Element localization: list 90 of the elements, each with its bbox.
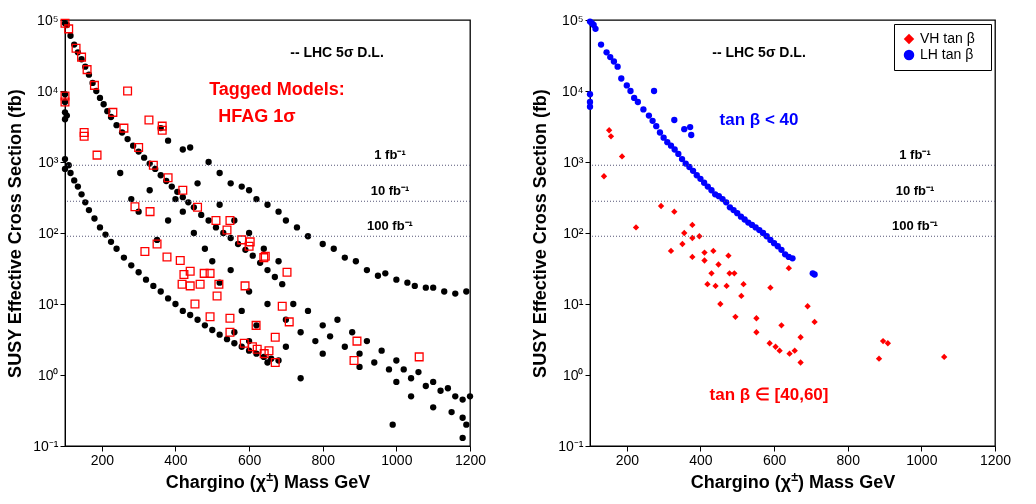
point <box>632 224 640 231</box>
ref-line-label: 100 fb⁻¹ <box>892 218 938 234</box>
x-tick-label: 800 <box>836 451 861 468</box>
y-tick-label: 10⁰ <box>37 366 59 383</box>
point <box>704 281 711 288</box>
point <box>657 202 665 210</box>
annotation: -- LHC 5σ D.L. <box>712 44 806 60</box>
annotation: tan β < 40 <box>719 110 799 129</box>
point <box>671 208 678 215</box>
x-axis-title: Chargino (χ$^{±}$) Mass GeV <box>690 469 896 492</box>
x-tick-label: 1200 <box>979 451 1012 468</box>
x-tick-label: 200 <box>615 451 640 468</box>
y-tick-label: 10⁵ <box>562 11 584 28</box>
legend-label: VH tan β <box>920 30 975 46</box>
y-tick-label: 10¹ <box>563 295 584 312</box>
point <box>811 318 818 326</box>
ref-line-label: 10 fb⁻¹ <box>370 183 410 199</box>
annotation: tan β ∈ [40,60] <box>709 385 829 404</box>
point <box>696 233 703 240</box>
x-axis-title: Chargino (χ$^{±}$) Mass GeV <box>165 469 371 492</box>
point <box>797 359 804 366</box>
point <box>681 229 688 237</box>
y-tick-label: 10³ <box>38 153 59 170</box>
ref-line-label: 100 fb⁻¹ <box>367 218 413 234</box>
y-tick-label: 10⁰ <box>562 366 584 383</box>
legend-label: LH tan β <box>920 46 974 62</box>
point <box>726 270 733 277</box>
point <box>712 282 719 290</box>
x-tick-label: 600 <box>237 451 262 468</box>
point <box>875 355 883 362</box>
y-tick-label: 10⁻¹ <box>558 437 584 454</box>
point <box>701 249 708 256</box>
y-tick-label: 10⁵ <box>37 11 59 28</box>
y-tick-label: 10² <box>38 224 59 241</box>
x-tick-label: 600 <box>762 451 787 468</box>
x-tick-label: 800 <box>311 451 336 468</box>
point <box>766 340 773 347</box>
point <box>753 329 760 336</box>
annotation: -- LHC 5σ D.L. <box>290 44 384 60</box>
y-tick-label: 10² <box>563 224 584 241</box>
point <box>791 347 798 354</box>
y-tick-label: 10⁴ <box>36 82 59 99</box>
point <box>740 281 747 288</box>
y-axis-title: SUSY Effective Cross Section (fb) <box>5 89 26 378</box>
ref-line-label: 1 fb⁻¹ <box>899 147 931 163</box>
x-tick-label: 1000 <box>906 451 938 468</box>
point <box>884 340 892 347</box>
point <box>731 270 738 277</box>
point <box>879 337 887 345</box>
x-tick-label: 400 <box>689 451 713 468</box>
point <box>804 303 811 310</box>
point <box>786 350 793 357</box>
point <box>732 313 739 320</box>
point <box>738 292 745 300</box>
annotation: HFAG 1σ <box>218 106 296 126</box>
ref-line-label: 1 fb⁻¹ <box>374 147 406 163</box>
point <box>797 334 804 341</box>
point <box>618 153 626 160</box>
x-tick-label: 200 <box>90 451 115 468</box>
point <box>753 315 760 322</box>
x-tick-label: 1000 <box>381 451 413 468</box>
y-tick-label: 10³ <box>563 153 584 170</box>
point <box>701 257 708 264</box>
point <box>767 284 774 291</box>
point <box>778 322 785 329</box>
point <box>710 247 717 255</box>
point <box>723 282 730 290</box>
point <box>715 261 722 268</box>
point <box>941 353 948 361</box>
point <box>717 300 724 308</box>
point <box>689 253 696 261</box>
point <box>600 173 608 180</box>
point <box>607 133 615 140</box>
annotation: Tagged Models: <box>209 79 345 99</box>
y-tick-label: 10⁻¹ <box>33 437 59 454</box>
point <box>679 240 686 248</box>
point <box>776 347 783 354</box>
x-tick-label: 1200 <box>454 451 487 468</box>
point <box>667 247 675 255</box>
point <box>785 264 792 272</box>
point <box>725 252 732 259</box>
y-tick-label: 10⁴ <box>561 82 584 99</box>
y-tick-label: 10¹ <box>38 295 59 312</box>
point <box>708 270 715 277</box>
point <box>772 343 779 350</box>
point <box>605 127 613 134</box>
point <box>689 221 696 229</box>
y-axis-title: SUSY Effective Cross Section (fb) <box>530 89 551 378</box>
x-tick-label: 400 <box>164 451 188 468</box>
ref-line-label: 10 fb⁻¹ <box>895 183 935 199</box>
